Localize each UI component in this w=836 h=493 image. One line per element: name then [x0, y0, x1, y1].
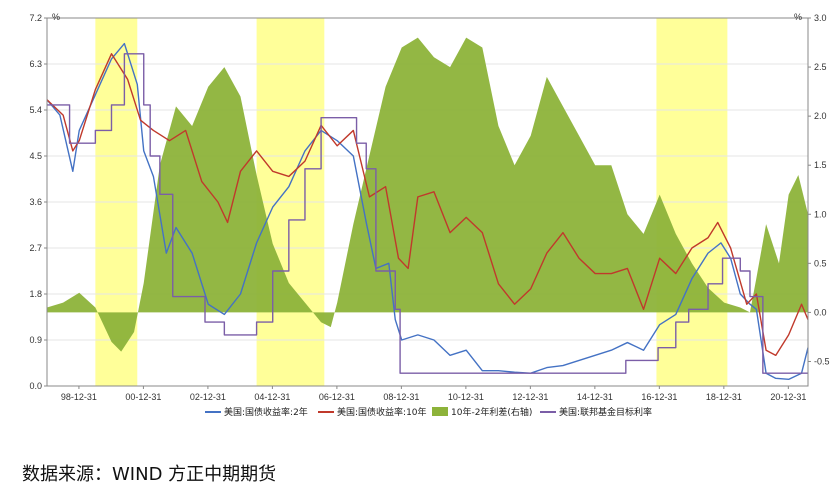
x-tick-label: 06-12-31 [319, 392, 355, 402]
right-tick-label: -0.5 [814, 356, 830, 366]
left-tick-label: 0.0 [29, 381, 42, 391]
x-tick-label: 10-12-31 [448, 392, 484, 402]
left-tick-label: 4.5 [29, 151, 42, 161]
right-unit: % [794, 12, 802, 22]
x-tick-label: 08-12-31 [383, 392, 419, 402]
x-tick-label: 16-12-31 [641, 392, 677, 402]
legend: 美国:国债收益率:2年 美国:国债收益率:10年 10年-2年利差(右轴) 美国:联邦… [205, 406, 652, 418]
series-layer [46, 37, 809, 381]
left-tick-label: 1.8 [29, 289, 42, 299]
right-tick-label: 1.5 [814, 160, 827, 170]
series-line-4 [47, 53, 808, 374]
x-tick-label: 18-12-31 [706, 392, 742, 402]
legend-label: 美国:国债收益率:10年 [337, 406, 427, 418]
series-area-spread [47, 37, 808, 352]
left-tick-label: 0.9 [29, 335, 42, 345]
left-tick-label: 6.3 [29, 59, 42, 69]
left-unit: % [52, 12, 60, 22]
left-tick-label: 2.7 [29, 243, 42, 253]
right-tick-label: 3.0 [814, 13, 827, 23]
x-tick-label: 00-12-31 [125, 392, 161, 402]
right-tick-label: 0.5 [814, 258, 827, 268]
legend-label: 10年-2年利差(右轴) [451, 406, 532, 418]
legend-swatch [432, 407, 448, 416]
left-tick-label: 3.6 [29, 197, 42, 207]
legend-label: 美国:国债收益率:2年 [224, 406, 308, 418]
series-line-1 [46, 42, 809, 381]
source-note: 数据来源：WIND 方正中期期货 [22, 464, 277, 485]
legend-label: 美国:联邦基金目标利率 [559, 406, 652, 418]
right-tick-label: 2.0 [814, 111, 827, 121]
x-tick-label: 12-12-31 [512, 392, 548, 402]
right-tick-label: 2.5 [814, 62, 827, 72]
series-line-2 [46, 53, 809, 357]
x-tick-label: 04-12-31 [254, 392, 290, 402]
left-tick-label: 7.2 [29, 13, 42, 23]
left-tick-label: 5.4 [29, 105, 42, 115]
axes: 0.0 0.9 1.8 2.7 3.6 4.5 5.4 6.3 7.2 -0.5 0.0 0.5 1.0… [29, 12, 829, 402]
right-tick-label: 1.0 [814, 209, 827, 219]
x-tick-label: 20-12-31 [770, 392, 806, 402]
x-tick-label: 98-12-31 [61, 392, 97, 402]
right-tick-label: 0.0 [814, 307, 827, 317]
x-tick-label: 02-12-31 [190, 392, 226, 402]
x-tick-label: 14-12-31 [577, 392, 613, 402]
